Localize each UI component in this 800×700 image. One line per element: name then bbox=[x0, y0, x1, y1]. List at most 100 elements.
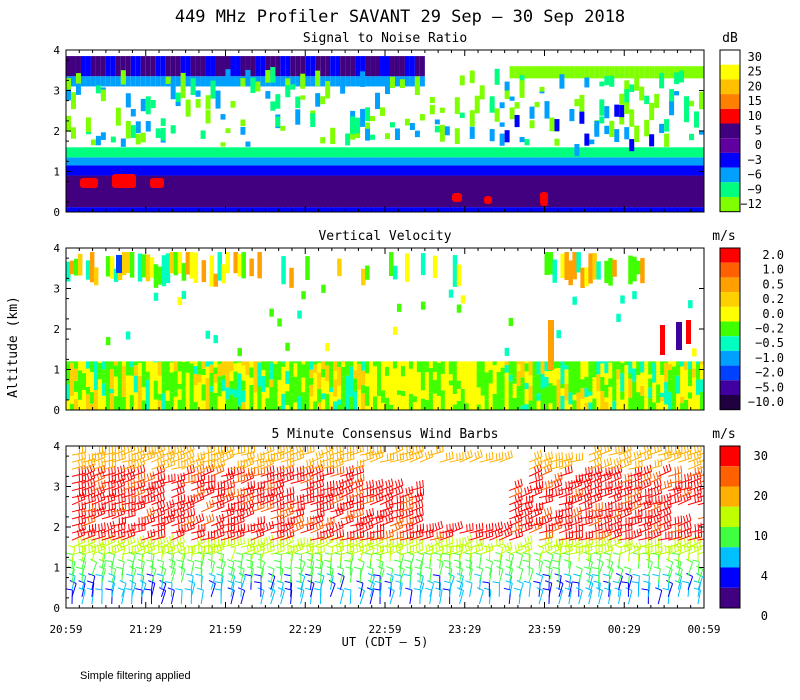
snr-cell bbox=[659, 50, 665, 63]
velocity-cell bbox=[632, 392, 637, 410]
snr-cell bbox=[404, 76, 411, 87]
snr-cell bbox=[604, 50, 610, 63]
velocity-cell bbox=[329, 392, 334, 397]
wind-barb bbox=[350, 480, 365, 484]
snr-cell bbox=[385, 80, 391, 95]
wind-barb-flag bbox=[405, 502, 408, 510]
snr-cell bbox=[340, 157, 346, 166]
snr-cell bbox=[140, 76, 147, 87]
velocity-cell bbox=[560, 395, 565, 410]
wind-barb-flag bbox=[244, 574, 252, 577]
snr-cell bbox=[564, 50, 571, 63]
snr-cell bbox=[295, 165, 301, 176]
velocity-cell bbox=[428, 392, 434, 410]
velocity-cell bbox=[560, 253, 565, 279]
wind-barb-flag bbox=[100, 451, 103, 459]
velocity-cell bbox=[361, 268, 366, 286]
wind-barb bbox=[240, 505, 254, 513]
snr-cell bbox=[509, 165, 516, 176]
snr-cell bbox=[564, 66, 571, 79]
velocity-cell bbox=[237, 362, 242, 374]
velocity-cell bbox=[624, 365, 629, 377]
velocity-cell bbox=[528, 385, 534, 401]
wind-barb bbox=[250, 458, 265, 463]
wind-barb-flag bbox=[375, 494, 378, 502]
wind-barb bbox=[91, 465, 106, 470]
snr-cell bbox=[295, 56, 301, 77]
snr-cell bbox=[449, 207, 456, 212]
wind-barb bbox=[171, 457, 185, 463]
wind-barb-flag bbox=[186, 573, 194, 577]
snr-cell bbox=[484, 62, 491, 148]
velocity-cell bbox=[257, 393, 262, 410]
snr-cell bbox=[564, 165, 571, 176]
wind-barb-flag bbox=[290, 544, 292, 552]
wind-barb-flag bbox=[297, 474, 299, 482]
wind-barb bbox=[111, 458, 126, 463]
snr-cell bbox=[664, 119, 670, 132]
velocity-cell bbox=[89, 396, 95, 404]
snr-cell bbox=[225, 157, 232, 166]
snr-cell bbox=[589, 165, 595, 176]
wind-barb-flag bbox=[190, 494, 193, 502]
wind-barb-flag bbox=[296, 467, 299, 475]
wind-barb-flag bbox=[116, 566, 124, 570]
velocity-cell bbox=[337, 385, 342, 400]
colorbar-label: −0.5 bbox=[755, 336, 784, 350]
wind-barb-flag bbox=[404, 559, 412, 563]
wind-barb-flag bbox=[530, 500, 533, 508]
wind-barb-flag bbox=[229, 507, 232, 516]
snr-cell bbox=[330, 165, 336, 176]
wind-barb-flag bbox=[517, 522, 520, 530]
wind-barb-flag bbox=[456, 572, 464, 577]
wind-barb-flag bbox=[195, 515, 199, 523]
velocity-cell bbox=[173, 396, 179, 410]
snr-cell bbox=[509, 147, 516, 158]
velocity-cell bbox=[285, 405, 290, 410]
wind-barb bbox=[121, 471, 136, 477]
wind-barb bbox=[310, 527, 324, 534]
snr-cell bbox=[255, 81, 261, 92]
velocity-cell bbox=[117, 372, 123, 383]
wind-barb bbox=[359, 519, 374, 527]
wind-barb bbox=[101, 575, 103, 590]
snr-cell bbox=[534, 207, 541, 212]
snr-cell bbox=[355, 117, 361, 134]
wind-barb bbox=[250, 473, 265, 477]
snr-cell bbox=[594, 120, 600, 133]
wind-barb-flag bbox=[163, 515, 166, 523]
wind-barb-flag bbox=[491, 522, 494, 530]
wind-barb-flag bbox=[319, 473, 322, 481]
wind-barb-flag bbox=[312, 536, 315, 544]
snr-cell bbox=[145, 121, 152, 132]
snr-cell bbox=[539, 62, 546, 148]
wind-barb-flag bbox=[454, 523, 458, 531]
snr-cell bbox=[469, 110, 476, 127]
wind-barb-flag bbox=[336, 446, 339, 453]
wind-barb-flag bbox=[392, 543, 395, 551]
wind-barb-flag bbox=[514, 544, 517, 552]
wind-barb bbox=[319, 561, 324, 576]
velocity-cell bbox=[456, 361, 462, 364]
velocity-cell bbox=[381, 397, 386, 403]
wind-barb-flag bbox=[130, 446, 133, 452]
velocity-cell bbox=[448, 399, 454, 410]
wind-barb-flag bbox=[289, 451, 292, 460]
wind-barb-flag bbox=[282, 543, 285, 551]
wind-barb bbox=[419, 529, 434, 534]
velocity-cell bbox=[696, 379, 701, 395]
velocity-cell bbox=[448, 380, 454, 386]
velocity-cell bbox=[444, 361, 450, 369]
wind-barb-flag bbox=[358, 543, 362, 552]
wind-barb-flag bbox=[134, 458, 136, 467]
wind-barb-flag bbox=[364, 523, 368, 531]
wind-barb-flag bbox=[415, 509, 418, 517]
velocity-cell bbox=[484, 399, 490, 410]
snr-cell bbox=[554, 66, 561, 79]
velocity-cell bbox=[488, 403, 494, 410]
snr-cell bbox=[679, 157, 685, 166]
velocity-cell bbox=[325, 365, 330, 382]
snr-cell bbox=[305, 62, 311, 148]
wind-barb bbox=[310, 485, 324, 492]
wind-barb bbox=[191, 492, 205, 499]
